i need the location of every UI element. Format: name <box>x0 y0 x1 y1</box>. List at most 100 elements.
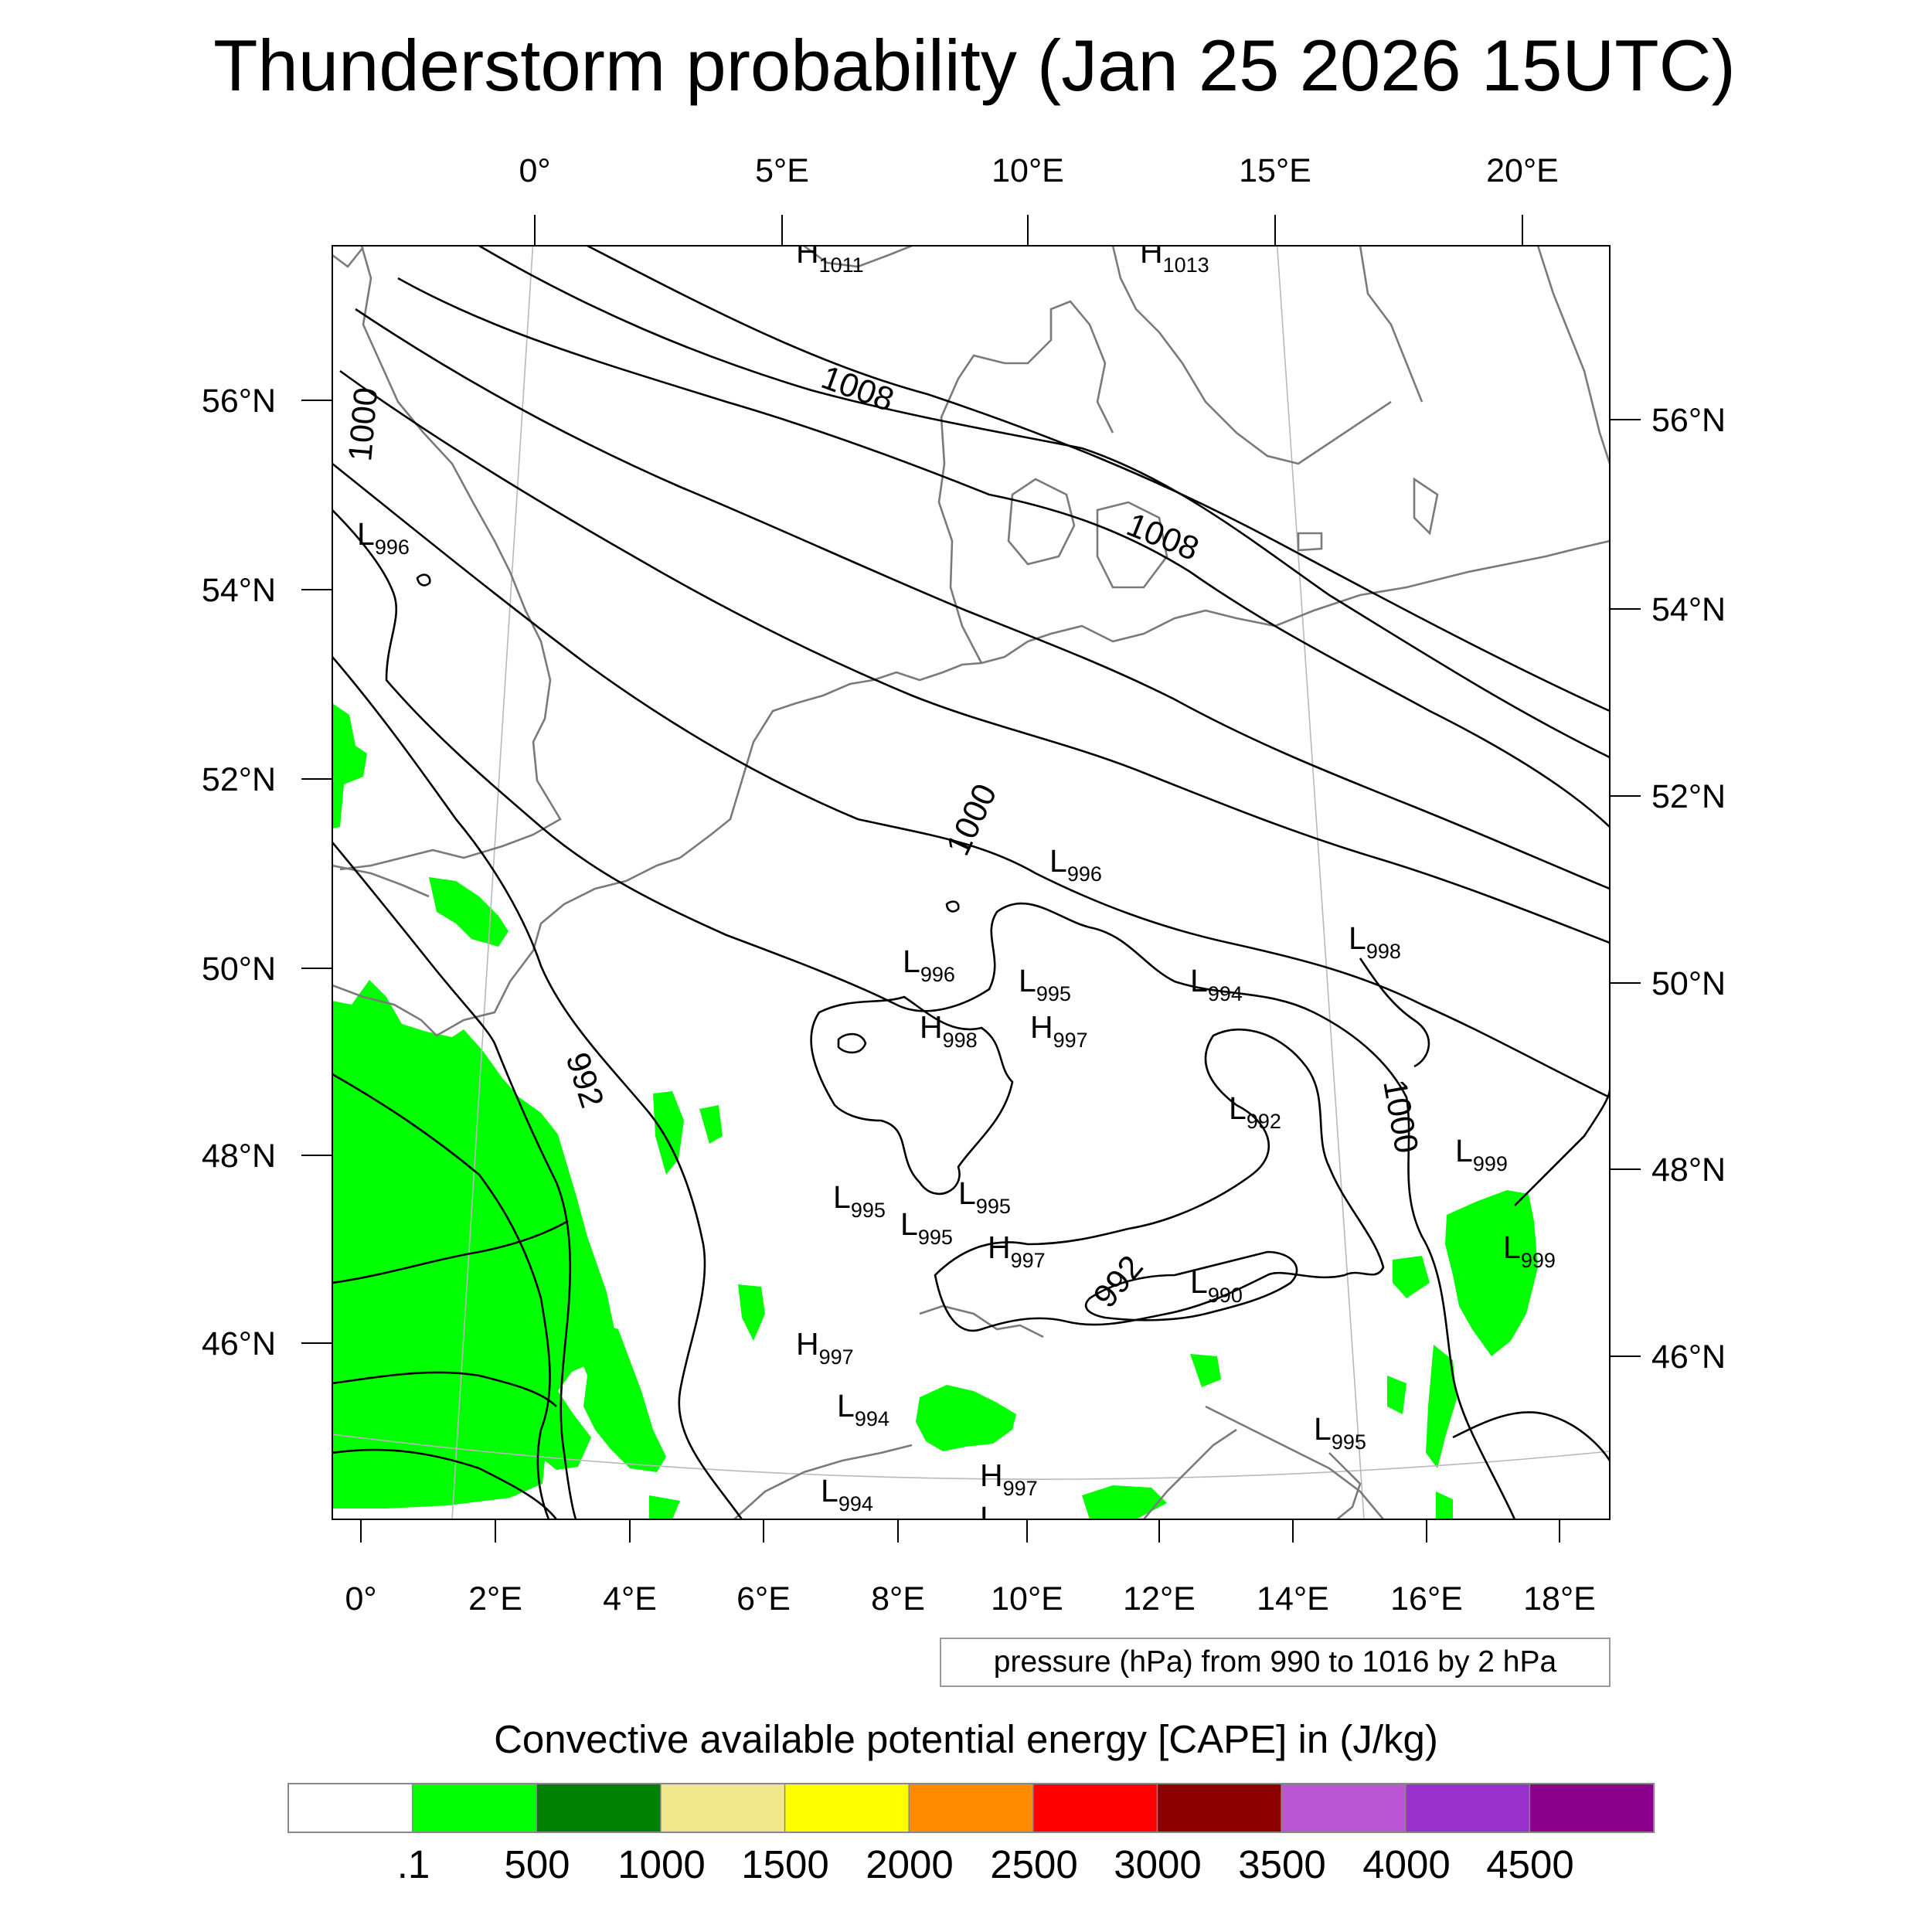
svg-text:L990: L990 <box>1190 1264 1243 1307</box>
isobar-990-central <box>1085 1250 1298 1321</box>
isobar-998-east <box>1514 1089 1610 1206</box>
cape-region-west <box>332 980 614 1509</box>
svg-text:H1011: H1011 <box>796 234 864 277</box>
svg-text:L994: L994 <box>821 1473 873 1515</box>
pressure-center: L995 <box>1019 963 1071 1005</box>
cape-region-italy-north <box>916 1385 1016 1451</box>
svg-text:H998: H998 <box>920 1009 978 1052</box>
legend-label: 4500 <box>1486 1842 1573 1886</box>
left-lat-tick: 46°N <box>202 1325 276 1362</box>
top-lon-tick: 20°E <box>1486 152 1559 189</box>
legend-label: 3500 <box>1238 1842 1325 1886</box>
cape-region-vosges <box>699 1105 723 1144</box>
right-lat-tick: 54°N <box>1651 591 1726 628</box>
cape-region-channel <box>429 877 509 947</box>
pressure-center: L990 <box>1190 1264 1243 1307</box>
svg-text:L994: L994 <box>1190 963 1243 1005</box>
coastline-low-countries <box>679 662 982 859</box>
coastline-danish-islands <box>1007 478 1076 566</box>
top-lon-tick: 15°E <box>1239 152 1311 189</box>
coastline-adriatic-west <box>1143 1428 1237 1519</box>
border-alpine-lakes <box>919 1304 1044 1338</box>
legend-color-box <box>908 1783 1035 1833</box>
pressure-center: L995 <box>958 1175 1011 1218</box>
pressure-center: L994 <box>1190 963 1243 1005</box>
coastline-gotland <box>1413 477 1439 536</box>
cape-legend: Convective available potential energy [C… <box>287 1717 1655 1886</box>
left-latitude-axis: 56°N 54°N 52°N 50°N 48°N 46°N <box>202 383 332 1362</box>
svg-text:L998: L998 <box>1349 920 1401 963</box>
pressure-center: H997 <box>980 1458 1038 1500</box>
left-lat-tick: 54°N <box>202 572 276 609</box>
contour-label: 1008 <box>1121 506 1204 568</box>
isobar-990-west <box>332 1371 557 1407</box>
graticule <box>332 246 1610 1519</box>
coastline-sweden <box>1111 246 1392 465</box>
pressure-centers: H1011 H1013 L996 L996 L998 L996 L995 L99… <box>357 234 1556 1543</box>
isobar-994-east <box>1359 957 1430 1068</box>
map-frame <box>332 245 1611 1520</box>
svg-text:H997: H997 <box>1030 1009 1088 1052</box>
legend-label: 1500 <box>741 1842 828 1886</box>
legend-color-box <box>1156 1783 1283 1833</box>
isobar-south-east <box>1452 1411 1610 1461</box>
svg-text:L994: L994 <box>837 1388 889 1430</box>
legend-color-box <box>1529 1783 1655 1833</box>
legend-color-box <box>660 1783 786 1833</box>
cape-region-alps-west <box>738 1284 765 1341</box>
cape-region-slovakia <box>1393 1256 1430 1298</box>
legend-label: 1000 <box>617 1842 705 1886</box>
right-lat-tick: 52°N <box>1651 778 1726 815</box>
svg-text:L995: L995 <box>958 1175 1011 1218</box>
cape-regions <box>332 703 1538 1519</box>
cape-region-france-east <box>653 1091 684 1175</box>
legend-color-box <box>1032 1783 1158 1833</box>
pressure-center: L996 <box>1049 843 1102 886</box>
legend-labels: .1 500 1000 1500 2000 2500 3000 3500 400… <box>397 1842 1574 1886</box>
isobars <box>332 246 1610 1519</box>
legend-frame <box>287 1783 1655 1833</box>
coastline-norway <box>803 246 913 268</box>
bottom-lon-tick: 14°E <box>1257 1580 1329 1617</box>
pressure-center: L998 <box>1349 920 1401 963</box>
coastline-bay-of-biscay <box>332 864 430 898</box>
border-istria <box>1328 1452 1362 1519</box>
pressure-center: L992 <box>1229 1090 1281 1133</box>
cape-region-adriatic <box>1082 1485 1167 1519</box>
svg-text:L996: L996 <box>903 944 955 986</box>
legend-colorbar <box>287 1783 1655 1833</box>
svg-text:L996: L996 <box>980 1500 1032 1543</box>
legend-color-box <box>287 1783 413 1833</box>
cape-region-rhone <box>578 1321 666 1472</box>
figure-title: Thunderstorm probability (Jan 25 2026 15… <box>213 25 1736 106</box>
svg-text:L996: L996 <box>1049 843 1102 886</box>
coastline-france-channel <box>332 856 681 1037</box>
svg-text:H997: H997 <box>796 1326 854 1369</box>
pressure-center: L996 <box>980 1500 1032 1543</box>
svg-text:L996: L996 <box>357 516 410 559</box>
svg-text:L999: L999 <box>1455 1133 1508 1175</box>
pressure-center: H998 <box>920 1009 978 1052</box>
isobar-1010 <box>478 246 1610 759</box>
svg-text:L995: L995 <box>1019 963 1071 1005</box>
isobar-1000 <box>332 509 1516 1519</box>
isobar-996-central <box>810 995 1014 1196</box>
isobar-ring-2 <box>945 900 960 913</box>
bottom-lon-tick: 0° <box>345 1580 376 1617</box>
isobar-1012 <box>587 246 1610 713</box>
left-lat-tick: 52°N <box>202 761 276 798</box>
coastline-germany-north <box>981 539 1610 665</box>
top-lon-tick: 5°E <box>755 152 809 189</box>
isobar-1004 <box>339 369 1610 944</box>
pressure-center: L995 <box>1314 1411 1366 1454</box>
legend-color-box <box>536 1783 662 1833</box>
svg-text:L992: L992 <box>1229 1090 1281 1133</box>
cape-region-balkans-b <box>1387 1376 1406 1414</box>
svg-text:H1013: H1013 <box>1140 234 1209 277</box>
pressure-center: H997 <box>1030 1009 1088 1052</box>
pressure-center: L996 <box>357 516 410 559</box>
legend-title: Convective available potential energy [C… <box>494 1717 1438 1761</box>
svg-text:L995: L995 <box>900 1206 953 1249</box>
right-lat-tick: 50°N <box>1651 965 1726 1002</box>
legend-label: 2500 <box>990 1842 1077 1886</box>
